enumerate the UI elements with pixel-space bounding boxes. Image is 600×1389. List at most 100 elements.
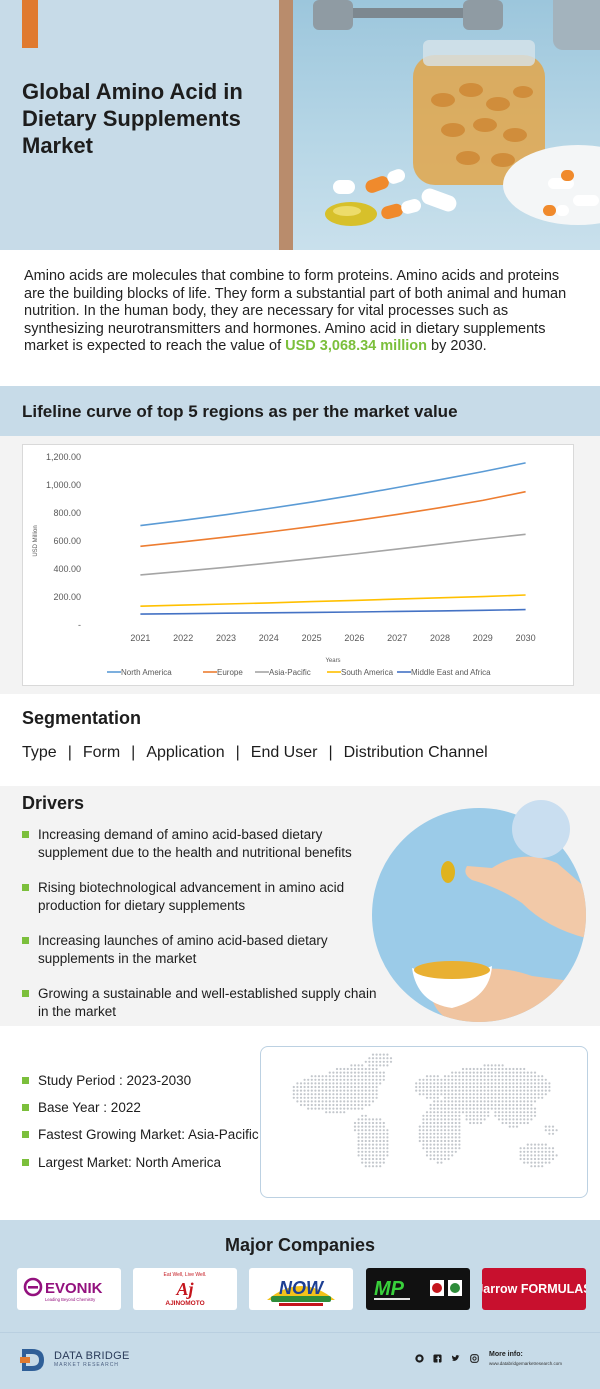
study-text: Fastest Growing Market: Asia-Pacific bbox=[38, 1127, 259, 1142]
x-tick-label: 2023 bbox=[216, 633, 236, 643]
bullet-icon bbox=[22, 1104, 29, 1111]
series-line-north-america bbox=[140, 462, 526, 527]
study-item: Fastest Growing Market: Asia-Pacific bbox=[22, 1127, 259, 1142]
x-tick-label: 2022 bbox=[173, 633, 193, 643]
x-tick-label: 2028 bbox=[430, 633, 450, 643]
series-line-south-america bbox=[140, 594, 526, 607]
data-bridge-logo-icon bbox=[20, 1349, 44, 1371]
evonik-logo: EVONIK Leading Beyond Chemistry bbox=[17, 1268, 121, 1310]
footer bbox=[0, 1332, 600, 1389]
x-tick-label: 2030 bbox=[516, 633, 536, 643]
x-tick-label: 2024 bbox=[259, 633, 279, 643]
segmentation-title: Segmentation bbox=[22, 708, 142, 728]
mp-logo-text: MP bbox=[374, 1278, 405, 1300]
market-value-highlight: USD 3,068.34 million bbox=[285, 338, 427, 354]
study-text: Largest Market: North America bbox=[38, 1155, 222, 1170]
hero-accent-bar bbox=[22, 0, 38, 48]
x-tick-label: 2025 bbox=[302, 633, 322, 643]
study-item: Study Period : 2023-2030 bbox=[22, 1073, 191, 1088]
driver-text: Increasing demand of amino acid-based di… bbox=[38, 827, 352, 860]
bullet-icon bbox=[22, 1131, 29, 1138]
x-tick-label: 2026 bbox=[344, 633, 364, 643]
segment-item: Type bbox=[22, 744, 57, 761]
ajinomoto-logo-text: AJINOMOTO bbox=[165, 1300, 204, 1307]
segment-item: End User bbox=[250, 744, 318, 761]
driver-text: Increasing launches of amino acid-based … bbox=[38, 933, 328, 966]
driver-text: Rising biotechnological advancement in a… bbox=[38, 880, 345, 913]
jarrow-logo-text: Jarrow FORMULAS bbox=[482, 1282, 586, 1296]
x-tick-label: 2027 bbox=[387, 633, 407, 643]
y-tick-label: 1,000.00 bbox=[46, 480, 81, 490]
legend-label: Europe bbox=[217, 668, 243, 677]
legend-label: North America bbox=[121, 668, 172, 677]
bullet-icon bbox=[22, 884, 29, 891]
driver-item: Rising biotechnological advancement in a… bbox=[22, 879, 382, 914]
chart-section-band: Lifeline curve of top 5 regions as per t… bbox=[0, 386, 600, 436]
driver-item: Growing a sustainable and well-establish… bbox=[22, 985, 382, 1020]
hero-banner: Global Amino Acid in Dietary Supplements… bbox=[0, 0, 600, 250]
ajinomoto-mark: Aj bbox=[175, 1279, 194, 1299]
intro-text-end: by 2030. bbox=[427, 338, 487, 354]
hero-supplements-photo bbox=[293, 0, 600, 250]
companies-title: Major Companies bbox=[224, 1235, 376, 1255]
footer-brand-sub: MARKET RESEARCH bbox=[54, 1362, 119, 1368]
hero-divider bbox=[279, 0, 293, 250]
series-line-europe bbox=[140, 490, 526, 548]
jarrow-formulas-logo: Jarrow FORMULAS bbox=[482, 1268, 586, 1310]
y-tick-label: 200.00 bbox=[53, 592, 81, 602]
intro-paragraph: Amino acids are molecules that combine t… bbox=[24, 268, 576, 356]
driver-text: Growing a sustainable and well-establish… bbox=[38, 986, 377, 1019]
legend-label: South America bbox=[341, 668, 394, 677]
x-tick-label: 2021 bbox=[130, 633, 150, 643]
twitter-icon[interactable] bbox=[451, 1354, 460, 1363]
evonik-tagline: Leading Beyond Chemistry bbox=[45, 1297, 96, 1302]
bullet-icon bbox=[22, 990, 29, 997]
footer-more-info: More info: bbox=[489, 1351, 523, 1358]
y-tick-label: 600.00 bbox=[53, 536, 81, 546]
footer-url-link[interactable]: www.databridgemarketresearch.com bbox=[489, 1361, 563, 1366]
line-chart: - 200.00 400.00 600.00 800.00 1,000.00 1,200.0… bbox=[22, 444, 574, 686]
segment-item: Application bbox=[146, 744, 225, 761]
intro-text: Amino acids are molecules that combine t… bbox=[24, 268, 567, 354]
y-tick-label: - bbox=[78, 620, 81, 630]
segment-separator: | bbox=[328, 744, 333, 761]
x-axis-label: Years bbox=[325, 658, 340, 664]
bullet-icon bbox=[22, 937, 29, 944]
drivers-title: Drivers bbox=[22, 793, 85, 813]
study-text: Study Period : 2023-2030 bbox=[38, 1073, 192, 1088]
whatsapp-icon[interactable] bbox=[415, 1354, 424, 1363]
segmentation-list: Type | Form | Application | End User | Distribut… bbox=[22, 744, 488, 762]
x-tick-label: 2029 bbox=[473, 633, 493, 643]
world-map-panel bbox=[260, 1046, 588, 1198]
bullet-icon bbox=[22, 1077, 29, 1084]
y-axis-label: USD Million bbox=[33, 525, 39, 556]
segment-separator: | bbox=[67, 744, 72, 761]
world-map-icon bbox=[292, 1053, 558, 1168]
footer-brand: DATA BRIDGE bbox=[54, 1350, 130, 1362]
study-text: Base Year : 2022 bbox=[38, 1100, 141, 1115]
legend-label: Asia-Pacific bbox=[269, 668, 311, 677]
evonik-logo-text: EVONIK bbox=[45, 1280, 103, 1297]
study-item: Base Year : 2022 bbox=[22, 1100, 141, 1115]
now-foods-logo: NOW bbox=[249, 1268, 353, 1310]
study-item: Largest Market: North America bbox=[22, 1155, 221, 1170]
y-tick-label: 1,200.00 bbox=[46, 452, 81, 462]
bullet-icon bbox=[22, 831, 29, 838]
drivers-hand-photo bbox=[372, 808, 586, 1022]
page-title: Global Amino Acid in Dietary Supplements… bbox=[22, 79, 243, 158]
series-line-asia-pacific bbox=[140, 533, 526, 576]
facebook-icon[interactable] bbox=[433, 1354, 442, 1363]
chart-section-title: Lifeline curve of top 5 regions as per t… bbox=[22, 402, 458, 421]
instagram-icon[interactable] bbox=[470, 1354, 479, 1363]
bullet-icon bbox=[22, 1159, 29, 1166]
y-tick-label: 400.00 bbox=[53, 564, 81, 574]
segment-item: Distribution Channel bbox=[343, 744, 488, 761]
ajinomoto-logo: Eat Well, Live Well. Aj AJINOMOTO bbox=[133, 1268, 237, 1310]
driver-item: Increasing launches of amino acid-based … bbox=[22, 932, 382, 967]
now-logo-text: NOW bbox=[279, 1278, 325, 1298]
segment-item: Form bbox=[82, 744, 121, 761]
chart-svg: - 200.00 400.00 600.00 800.00 1,000.00 1,200.0… bbox=[33, 452, 536, 677]
y-tick-label: 800.00 bbox=[53, 508, 81, 518]
decorative-circle bbox=[512, 800, 570, 858]
